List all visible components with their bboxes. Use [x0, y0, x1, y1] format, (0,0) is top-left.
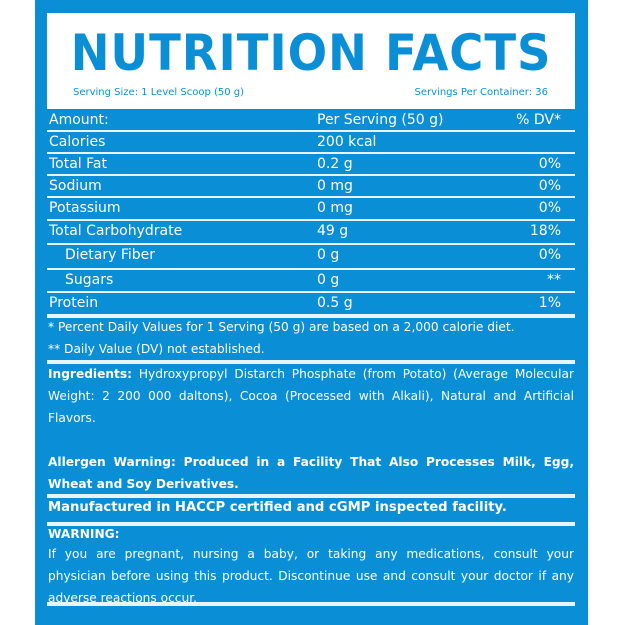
thick-divider [47, 494, 575, 498]
nutrient-dv: 0% [538, 178, 561, 194]
thick-divider [47, 522, 575, 526]
nutrient-amount: 0.5 g [317, 295, 353, 311]
column-header-per-serving: Per Serving (50 g) [317, 112, 444, 128]
table-row: Sodium 0 mg 0% [47, 175, 575, 197]
divider [47, 174, 575, 176]
ingredients-label: Ingredients: [48, 367, 133, 381]
thick-divider [47, 314, 575, 318]
ingredients: Ingredients: Hydroxypropyl Distarch Phos… [48, 363, 574, 429]
table-row: Calories 200 kcal [47, 131, 575, 153]
nutrient-name: Dietary Fiber [65, 247, 156, 263]
allergen-warning: Allergen Warning: Produced in a Facility… [48, 455, 574, 491]
page-title: NUTRITION FACTS [70, 24, 552, 82]
divider [47, 196, 575, 198]
thick-divider [47, 602, 575, 606]
table-row: Dietary Fiber 0 g 0% [47, 244, 575, 266]
nutrient-amount: 0 mg [317, 178, 353, 194]
warning-text: If you are pregnant, nursing a baby, or … [48, 547, 574, 605]
nutrition-facts-panel: NUTRITION FACTS Serving Size: 1 Level Sc… [35, 0, 588, 625]
ingredients-text: Hydroxypropyl Distarch Phosphate (from P… [48, 367, 574, 425]
table-row: Protein 0.5 g 1% [47, 292, 575, 314]
nutrient-name: Calories [49, 134, 106, 150]
nutrient-dv: ** [547, 272, 561, 288]
nutrient-amount: 0 g [317, 272, 340, 288]
nutrient-name: Sodium [49, 178, 102, 194]
table-row: Potassium 0 mg 0% [47, 197, 575, 219]
nutrient-amount: 0 g [317, 247, 340, 263]
nutrient-dv: 0% [538, 247, 561, 263]
divider [47, 219, 575, 221]
column-header-amount: Amount: [49, 112, 109, 128]
table-row: Total Fat 0.2 g 0% [47, 153, 575, 175]
nutrient-name: Protein [49, 295, 99, 311]
nutrient-amount: 0.2 g [317, 156, 353, 172]
servings-per-container: Servings Per Container: 36 [414, 87, 548, 98]
nutrient-dv: 0% [538, 200, 561, 216]
divider [47, 130, 575, 132]
footnote-dv-not-established: ** Daily Value (DV) not established. [48, 342, 265, 356]
divider [47, 291, 575, 293]
nutrient-name: Total Carbohydrate [49, 223, 183, 239]
table-row: Sugars 0 g ** [47, 269, 575, 291]
nutrient-dv: 1% [538, 295, 561, 311]
nutrient-dv: 0% [538, 156, 561, 172]
nutrient-amount: 49 g [317, 223, 349, 239]
header-box: NUTRITION FACTS Serving Size: 1 Level Sc… [47, 13, 575, 109]
thick-divider [47, 360, 575, 364]
footnote-dv: * Percent Daily Values for 1 Serving (50… [48, 320, 515, 334]
table-row: Total Carbohydrate 49 g 18% [47, 220, 575, 242]
table-header-row: Amount: Per Serving (50 g) % DV* [47, 109, 575, 131]
nutrient-name: Sugars [65, 272, 114, 288]
column-header-dv: % DV* [516, 112, 561, 128]
divider [47, 268, 575, 270]
divider [47, 243, 575, 245]
manufactured-statement: Manufactured in HACCP certified and cGMP… [48, 500, 507, 515]
nutrient-amount: 200 kcal [317, 134, 377, 150]
nutrient-amount: 0 mg [317, 200, 353, 216]
serving-size: Serving Size: 1 Level Scoop (50 g) [73, 87, 245, 98]
nutrient-dv: 18% [529, 223, 561, 239]
nutrient-name: Total Fat [49, 156, 107, 172]
nutrient-name: Potassium [49, 200, 121, 216]
divider [47, 152, 575, 154]
warning-label: WARNING: [48, 527, 120, 541]
